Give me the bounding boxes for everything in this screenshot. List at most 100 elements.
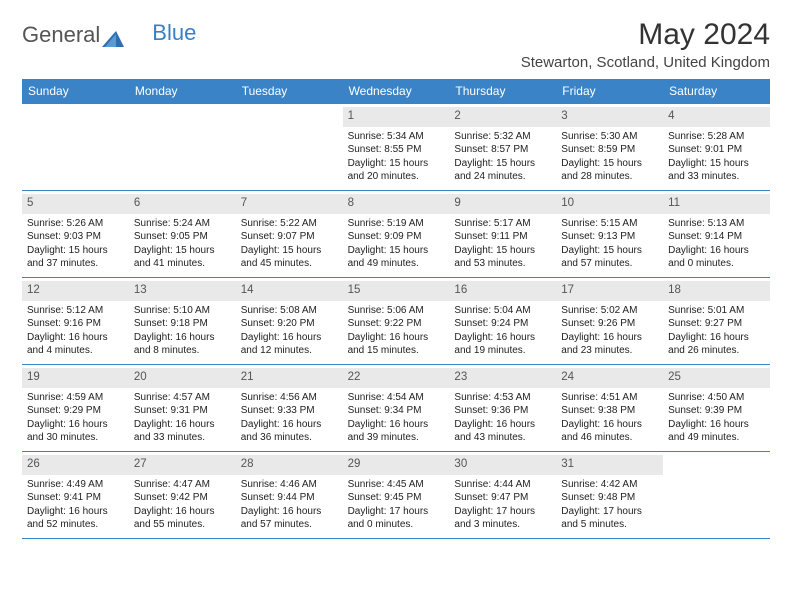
week-row: 1 Sunrise: 5:34 AMSunset: 8:55 PM Daylight…	[22, 103, 770, 190]
daylight-line1: Daylight: 16 hours	[241, 418, 338, 432]
day-number: 17	[561, 284, 574, 296]
day-number-bar: 6	[129, 194, 236, 214]
sunrise: Sunrise: 4:47 AM	[134, 478, 231, 492]
day-number-bar: 11	[663, 194, 770, 214]
sunset: Sunset: 9:22 PM	[348, 317, 445, 331]
day-cell: 4Sunrise: 5:28 AMSunset: 9:01 PMDaylight…	[663, 104, 770, 190]
week-row: 5Sunrise: 5:26 AMSunset: 9:03 PMDaylight…	[22, 190, 770, 277]
daylight-line1: Daylight: 15 hours	[561, 244, 658, 258]
daylight-line2: and 19 minutes.	[454, 344, 551, 358]
day-cell: 17Sunrise: 5:02 AMSunset: 9:26 PMDayligh…	[556, 278, 663, 364]
title-block: May 2024 Stewarton, Scotland, United Kin…	[521, 18, 770, 71]
daylight-line1: Daylight: 17 hours	[348, 505, 445, 519]
sunset: Sunset: 9:03 PM	[27, 230, 124, 244]
sunrise: Sunrise: 4:42 AM	[561, 478, 658, 492]
day-cell: 8Sunrise: 5:19 AMSunset: 9:09 PMDaylight…	[343, 191, 450, 277]
day-cell: 24Sunrise: 4:51 AMSunset: 9:38 PMDayligh…	[556, 365, 663, 451]
daylight-line2: and 46 minutes.	[561, 431, 658, 445]
day-number: 30	[454, 458, 467, 470]
day-number: 4	[668, 110, 674, 122]
daylight-line2: and 28 minutes.	[561, 170, 658, 184]
day-number-bar: 8	[343, 194, 450, 214]
daylight-line1: Daylight: 15 hours	[454, 157, 551, 171]
day-cell: 13Sunrise: 5:10 AMSunset: 9:18 PMDayligh…	[129, 278, 236, 364]
day-number: 8	[348, 197, 354, 209]
day-number: 13	[134, 284, 147, 296]
sunset: Sunset: 9:47 PM	[454, 491, 551, 505]
daylight-line1: Daylight: 15 hours	[454, 244, 551, 258]
sunset: Sunset: 9:39 PM	[668, 404, 765, 418]
sunset: Sunset: 8:55 PM	[348, 143, 445, 157]
sunset: Sunset: 9:33 PM	[241, 404, 338, 418]
sunrise: Sunrise: 5:22 AM	[241, 217, 338, 231]
sunrise: Sunrise: 5:04 AM	[454, 304, 551, 318]
day-number: 11	[668, 197, 680, 209]
empty-day-cell	[236, 104, 343, 190]
daylight-line1: Daylight: 16 hours	[668, 331, 765, 345]
day-number-bar: 27	[129, 455, 236, 475]
sunrise: Sunrise: 4:49 AM	[27, 478, 124, 492]
sunset: Sunset: 8:57 PM	[454, 143, 551, 157]
daylight-line2: and 52 minutes.	[27, 518, 124, 532]
daylight-line2: and 24 minutes.	[454, 170, 551, 184]
day-cell: 30Sunrise: 4:44 AMSunset: 9:47 PMDayligh…	[449, 452, 556, 538]
day-cell: 3Sunrise: 5:30 AMSunset: 8:59 PMDaylight…	[556, 104, 663, 190]
daylight-line1: Daylight: 15 hours	[241, 244, 338, 258]
daylight-line1: Daylight: 16 hours	[561, 331, 658, 345]
day-cell: 6Sunrise: 5:24 AMSunset: 9:05 PMDaylight…	[129, 191, 236, 277]
day-number-bar: 1	[343, 107, 450, 127]
daylight-line2: and 49 minutes.	[348, 257, 445, 271]
day-number-bar: 12	[22, 281, 129, 301]
day-number: 19	[27, 371, 40, 383]
day-cell: 25Sunrise: 4:50 AMSunset: 9:39 PMDayligh…	[663, 365, 770, 451]
day-cell: 31Sunrise: 4:42 AMSunset: 9:48 PMDayligh…	[556, 452, 663, 538]
daylight-line1: Daylight: 16 hours	[241, 505, 338, 519]
day-cell: 2Sunrise: 5:32 AMSunset: 8:57 PMDaylight…	[449, 104, 556, 190]
day-cell: 28Sunrise: 4:46 AMSunset: 9:44 PMDayligh…	[236, 452, 343, 538]
sunrise: Sunrise: 4:44 AM	[454, 478, 551, 492]
sunrise: Sunrise: 5:26 AM	[27, 217, 124, 231]
day-cell: 7Sunrise: 5:22 AMSunset: 9:07 PMDaylight…	[236, 191, 343, 277]
sunset: Sunset: 9:16 PM	[27, 317, 124, 331]
daylight-line1: Daylight: 16 hours	[454, 331, 551, 345]
calendar: SundayMondayTuesdayWednesdayThursdayFrid…	[22, 79, 770, 539]
sunrise: Sunrise: 5:34 AM	[348, 130, 445, 144]
daylight-line2: and 5 minutes.	[561, 518, 658, 532]
weekday-header: Monday	[129, 79, 236, 103]
daylight-line2: and 49 minutes.	[668, 431, 765, 445]
day-number-bar: 31	[556, 455, 663, 475]
daylight-line2: and 0 minutes.	[668, 257, 765, 271]
day-cell: 1Sunrise: 5:34 AMSunset: 8:55 PMDaylight…	[343, 104, 450, 190]
sunrise: Sunrise: 5:32 AM	[454, 130, 551, 144]
sunrise: Sunrise: 5:01 AM	[668, 304, 765, 318]
sunset: Sunset: 9:24 PM	[454, 317, 551, 331]
sunrise: Sunrise: 5:10 AM	[134, 304, 231, 318]
day-cell: 5Sunrise: 5:26 AMSunset: 9:03 PMDaylight…	[22, 191, 129, 277]
daylight-line2: and 12 minutes.	[241, 344, 338, 358]
daylight-line1: Daylight: 15 hours	[561, 157, 658, 171]
day-number-bar: 10	[556, 194, 663, 214]
day-number: 7	[241, 197, 247, 209]
sunrise: Sunrise: 5:15 AM	[561, 217, 658, 231]
sunrise: Sunrise: 5:08 AM	[241, 304, 338, 318]
sunrise: Sunrise: 5:24 AM	[134, 217, 231, 231]
sunset: Sunset: 9:20 PM	[241, 317, 338, 331]
day-cell: 9Sunrise: 5:17 AMSunset: 9:11 PMDaylight…	[449, 191, 556, 277]
weekday-header: Friday	[556, 79, 663, 103]
day-cell: 20Sunrise: 4:57 AMSunset: 9:31 PMDayligh…	[129, 365, 236, 451]
day-cell: 26Sunrise: 4:49 AMSunset: 9:41 PMDayligh…	[22, 452, 129, 538]
day-number-bar: 25	[663, 368, 770, 388]
daylight-line1: Daylight: 15 hours	[27, 244, 124, 258]
day-number-bar: 9	[449, 194, 556, 214]
daylight-line2: and 57 minutes.	[561, 257, 658, 271]
day-number: 23	[454, 371, 467, 383]
weekday-header: Thursday	[449, 79, 556, 103]
day-number-bar: 24	[556, 368, 663, 388]
day-cell: 23Sunrise: 4:53 AMSunset: 9:36 PMDayligh…	[449, 365, 556, 451]
day-number: 6	[134, 197, 140, 209]
day-cell: 10Sunrise: 5:15 AMSunset: 9:13 PMDayligh…	[556, 191, 663, 277]
day-number: 3	[561, 110, 567, 122]
day-number-bar: 13	[129, 281, 236, 301]
day-cell: 14Sunrise: 5:08 AMSunset: 9:20 PMDayligh…	[236, 278, 343, 364]
daylight-line1: Daylight: 16 hours	[348, 331, 445, 345]
